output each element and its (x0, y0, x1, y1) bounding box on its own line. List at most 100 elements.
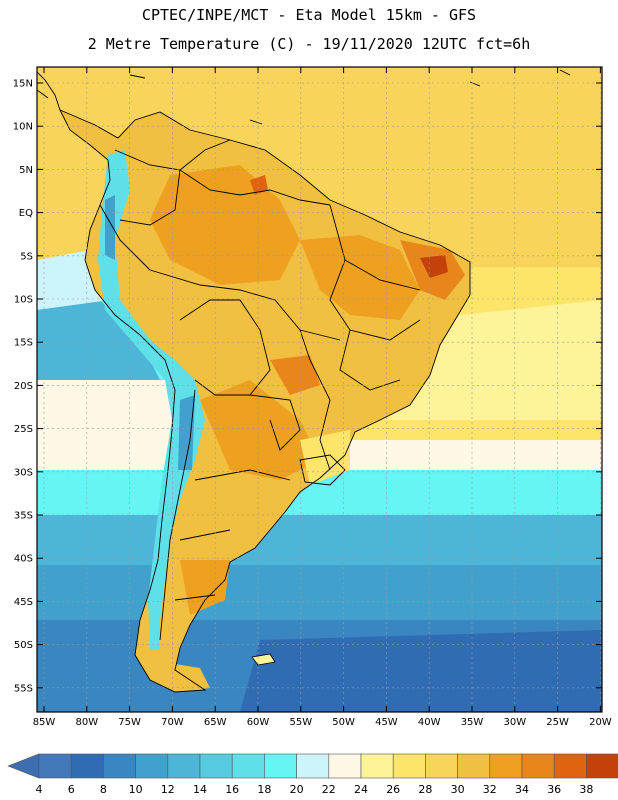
colorbar-label: 16 (225, 783, 239, 796)
ocean-polar-band (240, 630, 602, 712)
lon-label: 40W (418, 717, 441, 728)
colorbar-label: 4 (36, 783, 43, 796)
lon-label: 45W (375, 717, 398, 728)
lat-label: 15S (14, 338, 33, 349)
border-colombia (114, 149, 181, 226)
colorbar-label: 20 (290, 783, 304, 796)
colorbar-label: 30 (451, 783, 465, 796)
graticule (37, 67, 602, 712)
colorbar-swatch (199, 753, 233, 779)
lon-label: 50W (332, 717, 355, 728)
colorbar-min-arrow (7, 753, 40, 779)
hotspot-northeast (420, 255, 448, 278)
lat-label: 20S (14, 381, 33, 392)
lat-label: 30S (14, 467, 33, 478)
lon-label: 60W (247, 717, 270, 728)
lon-label: 70W (161, 717, 184, 728)
colorbar-swatch (392, 753, 426, 779)
border-peru (99, 204, 151, 271)
brazil-states (299, 204, 421, 391)
andes-cold-core-north (105, 195, 115, 260)
border-venezuela (179, 139, 231, 171)
map-subtitle: 2 Metre Temperature (C) - 19/11/2020 12U… (87, 35, 531, 53)
colorbar-swatch (328, 753, 362, 779)
colorbar-swatch (70, 753, 104, 779)
colorbar-label: 38 (579, 783, 593, 796)
colorbar-label: 8 (100, 783, 107, 796)
chaco-hot-region (200, 380, 320, 480)
colorbar-label: 10 (129, 783, 143, 796)
lon-label: 25W (546, 717, 569, 728)
lat-label: 25S (14, 424, 33, 435)
colorbar-swatch (553, 753, 587, 779)
colorbar-label: 36 (547, 783, 561, 796)
map-frame (36, 66, 603, 713)
tierra-del-fuego (150, 660, 210, 692)
central-hot-region (300, 235, 420, 320)
ocean-cold-band (37, 515, 602, 570)
lat-label: EQ (19, 208, 33, 219)
colorbar-swatch (231, 753, 265, 779)
lat-label: 40S (14, 554, 33, 565)
lat-label: 10S (14, 295, 33, 306)
axis-ticks: 15N 10N 5N EQ 5S 10S 15S 20S 25S 30S 35S 40S 45S 50S 5… (13, 67, 612, 728)
colorbar-swatch (521, 753, 555, 779)
pantanal-hot-region (270, 355, 320, 395)
argentina-provinces (174, 469, 291, 601)
colorbar-label: 12 (161, 783, 175, 796)
central-america (37, 71, 61, 111)
southern-brazil-mild (300, 430, 350, 485)
lon-label: 55W (289, 717, 312, 728)
colorbar: 4 6 8 10 12 14 16 18 20 22 24 26 28 30 32 34 36 38 (7, 753, 618, 796)
colorbar-label: 28 (418, 783, 432, 796)
map-title: CPTEC/INPE/MCT - Eta Model 15km - GFS (141, 6, 477, 24)
lat-label: 5N (19, 165, 33, 176)
lat-label: 5S (20, 251, 33, 262)
lat-label: 45S (14, 597, 33, 608)
colorbar-label: 22 (322, 783, 336, 796)
colorbar-swatch (103, 753, 136, 779)
colorbar-label: 34 (515, 783, 529, 796)
colorbar-swatch (264, 753, 297, 779)
pacific-cold-current (37, 300, 160, 380)
border-paraguay (249, 394, 301, 451)
lon-label: 30W (503, 717, 526, 728)
colorbar-label: 32 (483, 783, 497, 796)
lon-label: 65W (204, 717, 227, 728)
lon-label: 75W (118, 717, 141, 728)
caribbean-islands (129, 69, 571, 125)
lat-label: 35S (14, 511, 33, 522)
colorbar-swatch (38, 753, 72, 779)
amazon-hot-region (150, 165, 300, 285)
colorbar-swatch (360, 753, 394, 779)
lon-label: 35W (461, 717, 484, 728)
colorbar-swatch (167, 753, 201, 779)
colorbar-swatch (296, 753, 330, 779)
colorbar-swatch (457, 753, 491, 779)
border-argentina-chile (159, 389, 196, 641)
temperature-field (37, 67, 602, 712)
coastline-borders (37, 69, 571, 693)
lat-label: 55S (14, 683, 33, 694)
colorbar-swatch (489, 753, 523, 779)
colorbar-label: 6 (68, 783, 75, 796)
border-bolivia (179, 299, 271, 396)
colorbar-swatch (135, 753, 169, 779)
colorbar-swatch (586, 753, 618, 779)
hotspot-guyana (250, 175, 268, 195)
colorbar-label: 14 (193, 783, 207, 796)
andes-cold-core-south (178, 395, 195, 470)
colorbar-label: 26 (386, 783, 400, 796)
lat-label: 10N (13, 122, 33, 133)
coastline (59, 109, 471, 693)
colorbar-label: 24 (354, 783, 368, 796)
lat-label: 15N (13, 79, 33, 90)
lon-label: 80W (75, 717, 98, 728)
ocean-colder-band (37, 565, 602, 625)
lon-label: 20W (589, 717, 612, 728)
border-amazon-north (179, 169, 331, 206)
colorbar-swatch (425, 753, 458, 779)
border-uruguay (299, 454, 346, 486)
colorbar-label: 18 (257, 783, 271, 796)
